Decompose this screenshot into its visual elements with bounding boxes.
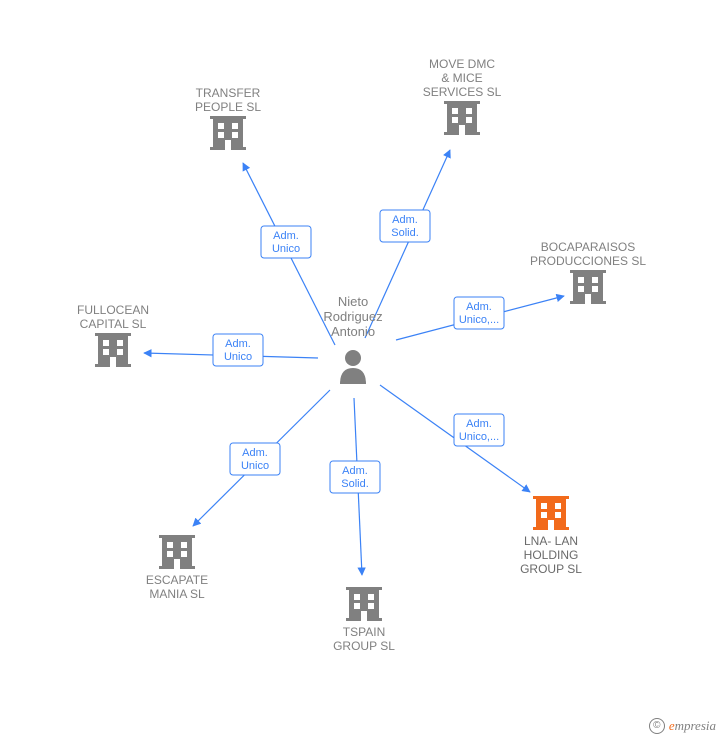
- building-icon: [533, 496, 569, 530]
- node-label: PRODUCCIONES SL: [530, 254, 646, 268]
- node-label: LNA- LAN: [524, 534, 578, 548]
- person-icon: [340, 350, 366, 384]
- edge-label-text-movedmc: Adm.: [392, 214, 418, 226]
- edge-label-text-escapate: Unico: [241, 460, 269, 472]
- network-diagram: Adm.UnicoAdm.Solid.Adm.Unico,...Adm.Unic…: [0, 0, 728, 740]
- node-label: PEOPLE SL: [195, 100, 261, 114]
- node-label: & MICE: [441, 71, 482, 85]
- building-icon: [444, 101, 480, 135]
- node-escapate[interactable]: ESCAPATEMANIA SL: [146, 535, 208, 601]
- node-movedmc[interactable]: MOVE DMC& MICESERVICES SL: [423, 57, 502, 135]
- node-label: MANIA SL: [149, 587, 205, 601]
- node-label: TSPAIN: [343, 625, 385, 639]
- node-transfer[interactable]: TRANSFERPEOPLE SL: [195, 86, 261, 150]
- node-label: SERVICES SL: [423, 85, 502, 99]
- node-label: GROUP SL: [333, 639, 395, 653]
- edge-label-text-boca: Adm.: [466, 301, 492, 313]
- node-label: CAPITAL SL: [80, 317, 147, 331]
- node-boca[interactable]: BOCAPARAISOSPRODUCCIONES SL: [530, 240, 646, 304]
- center-label: Antonio: [331, 324, 375, 339]
- center-label: Nieto: [338, 294, 368, 309]
- node-label: BOCAPARAISOS: [541, 240, 635, 254]
- edge-label-text-lna: Unico,...: [459, 431, 499, 443]
- node-label: TRANSFER: [196, 86, 261, 100]
- edge-label-text-tspain: Adm.: [342, 465, 368, 477]
- node-fullocean[interactable]: FULLOCEANCAPITAL SL: [77, 303, 149, 367]
- node-label: HOLDING: [524, 548, 579, 562]
- building-icon: [346, 587, 382, 621]
- edge-label-text-lna: Adm.: [466, 418, 492, 430]
- building-icon: [210, 116, 246, 150]
- center-label: Rodriguez: [323, 309, 382, 324]
- node-label: FULLOCEAN: [77, 303, 149, 317]
- edge-label-text-transfer: Adm.: [273, 230, 299, 242]
- node-label: GROUP SL: [520, 562, 582, 576]
- edge-label-text-tspain: Solid.: [341, 478, 369, 490]
- building-icon: [95, 333, 131, 367]
- edge-label-text-boca: Unico,...: [459, 314, 499, 326]
- footer-credit: © empresia: [649, 718, 716, 734]
- brand-rest: mpresia: [675, 718, 716, 733]
- edge-label-text-fullocean: Adm.: [225, 338, 251, 350]
- node-lna[interactable]: LNA- LANHOLDINGGROUP SL: [520, 496, 582, 576]
- building-icon: [570, 270, 606, 304]
- edge-label-text-escapate: Adm.: [242, 447, 268, 459]
- copyright-symbol: ©: [649, 718, 665, 734]
- node-label: ESCAPATE: [146, 573, 208, 587]
- building-icon: [159, 535, 195, 569]
- node-label: MOVE DMC: [429, 57, 495, 71]
- edge-label-text-transfer: Unico: [272, 243, 300, 255]
- edge-label-text-fullocean: Unico: [224, 351, 252, 363]
- node-tspain[interactable]: TSPAINGROUP SL: [333, 587, 395, 653]
- edge-label-text-movedmc: Solid.: [391, 227, 419, 239]
